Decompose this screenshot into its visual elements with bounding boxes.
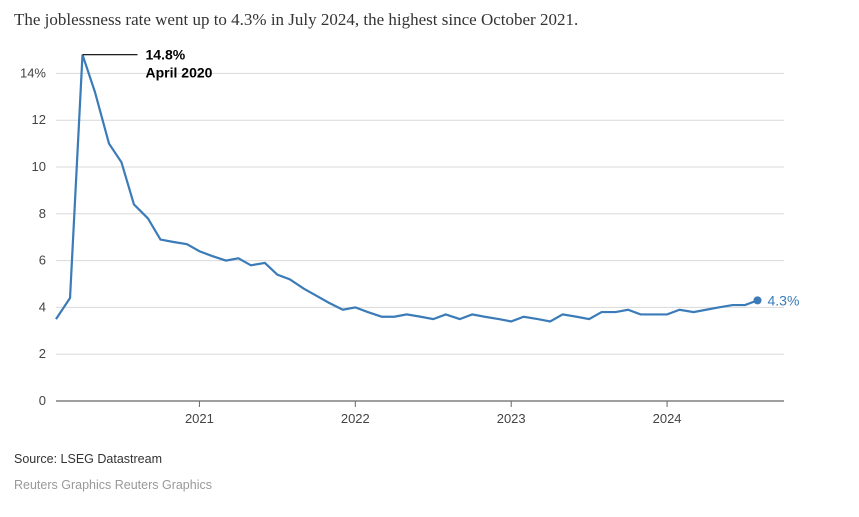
y-tick-label: 4 (39, 299, 46, 314)
endpoint-label: 4.3% (767, 292, 799, 308)
y-tick-label: 6 (39, 253, 46, 268)
y-tick-label: 14% (20, 65, 46, 80)
endpoint-marker (753, 296, 761, 304)
chart-title: The joblessness rate went up to 4.3% in … (0, 0, 859, 30)
line-chart: 0 2 4 6 8 10 12 14% 2021 2022 2023 2024 4.3% 14.8% Apr… (14, 44, 844, 439)
chart-svg: 0 2 4 6 8 10 12 14% 2021 2022 2023 2024 4.3% 14.8% Apr… (14, 44, 844, 439)
data-line (56, 55, 758, 322)
x-tick-label: 2021 (185, 411, 214, 426)
y-tick-label: 10 (32, 159, 46, 174)
y-tick-label: 12 (32, 112, 46, 127)
credit-text: Reuters Graphics Reuters Graphics (0, 466, 859, 492)
x-tick-label: 2022 (341, 411, 370, 426)
annotation-value: 14.8% (146, 47, 186, 63)
y-tick-label: 2 (39, 346, 46, 361)
annotation-date: April 2020 (146, 65, 213, 81)
x-tick-label: 2023 (497, 411, 526, 426)
x-tick-label: 2024 (653, 411, 682, 426)
source-text: Source: LSEG Datastream (0, 452, 859, 466)
y-tick-label: 8 (39, 206, 46, 221)
y-tick-label: 0 (39, 393, 46, 408)
